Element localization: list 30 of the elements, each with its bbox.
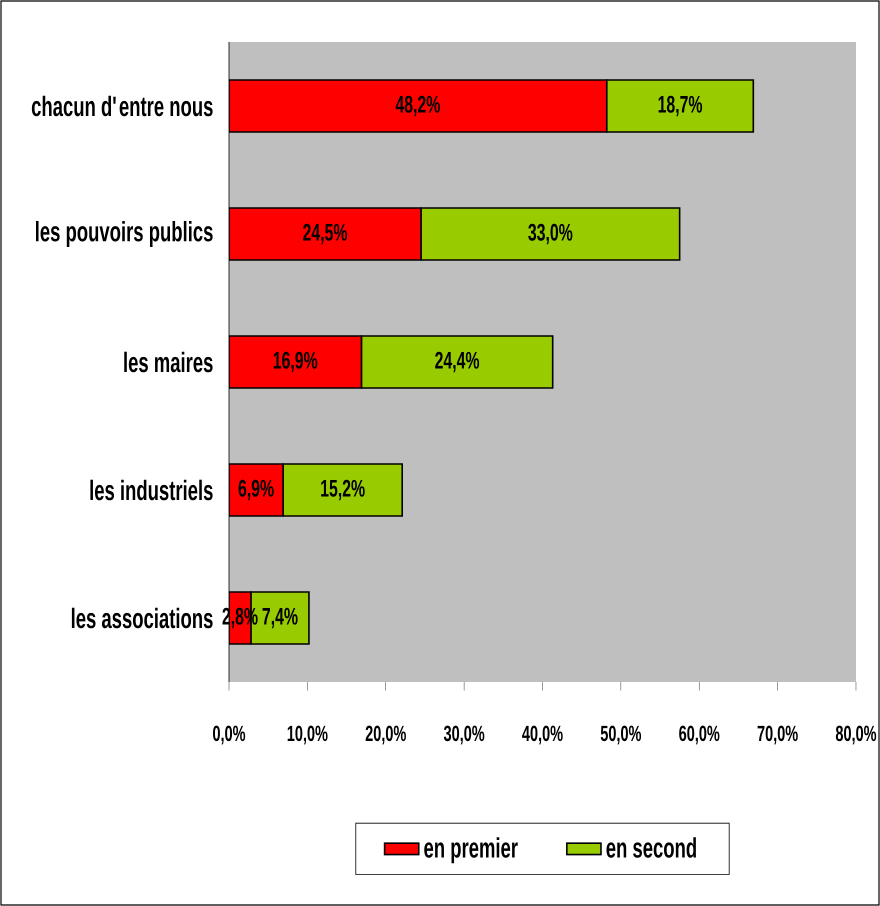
- y-tick-label: les associations: [72, 608, 213, 628]
- x-tick-label: 0,0%: [213, 726, 246, 744]
- y-tick-label: les industriels: [90, 480, 213, 500]
- data-label: 7,4%: [262, 608, 298, 628]
- y-tick-label: chacun d'entre nous: [32, 96, 213, 116]
- data-label: 24,5%: [303, 224, 348, 244]
- x-tick-label: 20,0%: [366, 726, 406, 744]
- x-tick-label: 40,0%: [522, 726, 563, 744]
- data-label: 48,2%: [396, 96, 440, 116]
- bar: [282, 463, 403, 517]
- bar: [228, 335, 362, 389]
- bar: [360, 335, 554, 389]
- data-label: 18,7%: [658, 96, 702, 116]
- x-tick-label: 70,0%: [758, 726, 798, 744]
- data-label: 16,9%: [274, 352, 318, 372]
- data-label: 6,9%: [238, 480, 274, 500]
- y-tick-label: les pouvoirs publics: [36, 220, 213, 248]
- data-label: 15,2%: [321, 480, 365, 500]
- x-tick-label: 60,0%: [679, 726, 720, 744]
- legend-label: en second: [606, 837, 696, 858]
- legend-label: en premier: [424, 837, 518, 864]
- data-label: 33,0%: [528, 224, 572, 244]
- x-tick-label: 10,0%: [288, 726, 328, 744]
- x-tick-label: 50,0%: [600, 726, 642, 744]
- data-label: 24,4%: [435, 352, 480, 372]
- x-tick-label: 80,0%: [836, 726, 876, 744]
- bar: [228, 79, 608, 133]
- bar: [228, 207, 422, 261]
- y-tick-label: les maires: [124, 352, 213, 372]
- x-tick-label: 30,0%: [444, 726, 484, 744]
